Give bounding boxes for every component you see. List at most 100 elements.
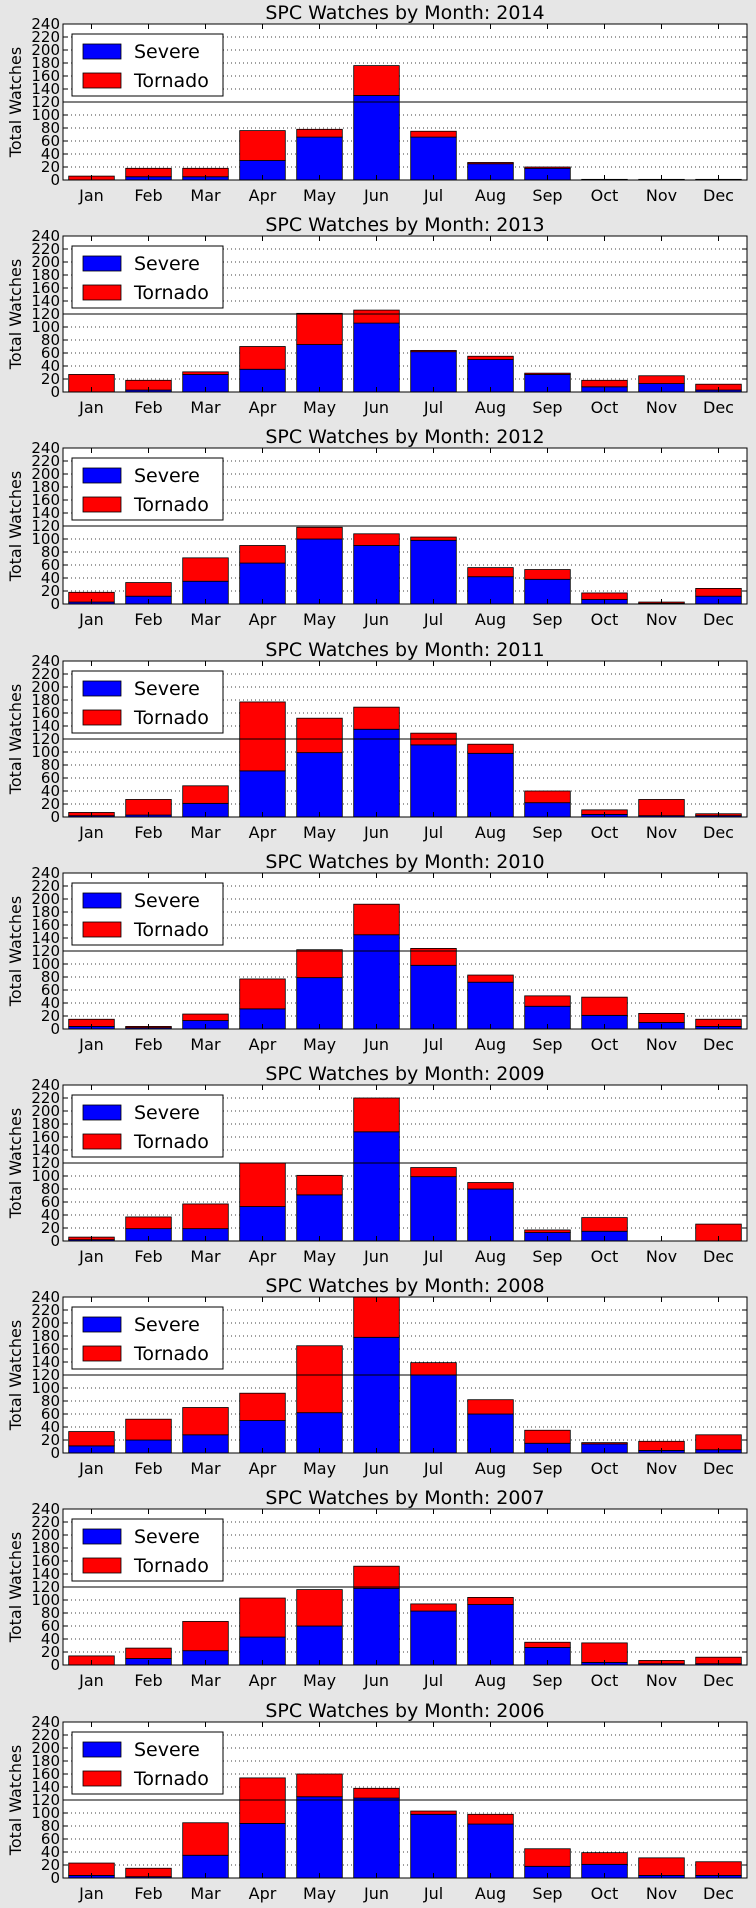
x-tick-label: Feb bbox=[134, 398, 162, 417]
y-tick-label: 0 bbox=[50, 1020, 60, 1038]
bar-tornado bbox=[524, 1641, 571, 1648]
bar-severe bbox=[467, 1823, 514, 1879]
y-tick-label: 140 bbox=[31, 1778, 60, 1796]
bar-tornado bbox=[353, 533, 400, 546]
legend-swatch-tornado bbox=[82, 1345, 122, 1362]
y-tick-label: 40 bbox=[41, 994, 60, 1012]
x-tick-label: Nov bbox=[646, 1671, 677, 1690]
bar-tornado bbox=[524, 995, 571, 1007]
bar-tornado bbox=[581, 1442, 628, 1445]
y-tick-label: 100 bbox=[31, 1804, 60, 1822]
legend-label: Tornado bbox=[133, 707, 209, 729]
y-tick-label: 0 bbox=[50, 1869, 60, 1887]
y-tick-label: 100 bbox=[31, 1591, 60, 1609]
bar-severe bbox=[410, 136, 457, 181]
bar-tornado bbox=[410, 349, 457, 353]
x-tick-label: Sep bbox=[532, 1671, 562, 1690]
bar-tornado bbox=[467, 355, 514, 360]
x-tick-label: Oct bbox=[591, 1459, 619, 1478]
legend-label: Tornado bbox=[133, 494, 209, 516]
x-tick-label: Jul bbox=[423, 1035, 443, 1054]
y-tick-label: 60 bbox=[41, 556, 60, 574]
y-tick-label: 100 bbox=[31, 955, 60, 973]
x-tick-label: Mar bbox=[190, 610, 221, 629]
y-tick-label: 80 bbox=[41, 543, 60, 561]
y-tick-label: 200 bbox=[31, 465, 60, 483]
x-tick-label: Jul bbox=[423, 1459, 443, 1478]
bar-tornado bbox=[410, 1362, 457, 1376]
y-tick-label: 20 bbox=[41, 158, 60, 176]
x-tick-label: Dec bbox=[703, 398, 734, 417]
y-axis-label: Total Watches bbox=[6, 1108, 25, 1219]
legend-label: Severe bbox=[134, 678, 200, 700]
y-tick-label: 240 bbox=[31, 1713, 60, 1731]
y-tick-label: 220 bbox=[31, 1089, 60, 1107]
x-tick-label: Nov bbox=[646, 823, 677, 842]
bar-severe bbox=[296, 977, 343, 1030]
bar-tornado bbox=[182, 1013, 229, 1021]
x-tick-label: Sep bbox=[532, 1459, 562, 1478]
x-tick-label: Jun bbox=[363, 823, 389, 842]
x-tick-label: Aug bbox=[475, 1884, 506, 1903]
bar-tornado bbox=[239, 346, 286, 370]
bar-tornado bbox=[524, 166, 571, 169]
x-tick-label: May bbox=[303, 1884, 336, 1903]
bar-tornado bbox=[524, 1229, 571, 1233]
bar-tornado bbox=[410, 1810, 457, 1815]
y-tick-label: 60 bbox=[41, 344, 60, 362]
x-tick-label: Apr bbox=[249, 1035, 277, 1054]
y-tick-label: 20 bbox=[41, 1643, 60, 1661]
bar-tornado bbox=[581, 1642, 628, 1663]
y-tick-label: 160 bbox=[31, 1552, 60, 1570]
bar-tornado bbox=[524, 1848, 571, 1867]
x-tick-label: Nov bbox=[646, 1247, 677, 1266]
bar-tornado bbox=[467, 1597, 514, 1605]
bar-tornado bbox=[467, 1813, 514, 1825]
x-tick-label: Dec bbox=[703, 1671, 734, 1690]
bar-severe bbox=[353, 728, 400, 818]
y-tick-label: 160 bbox=[31, 491, 60, 509]
bar-severe bbox=[410, 1176, 457, 1242]
y-tick-label: 0 bbox=[50, 171, 60, 189]
y-tick-label: 140 bbox=[31, 717, 60, 735]
x-tick-label: Apr bbox=[249, 1884, 277, 1903]
bar-tornado bbox=[467, 743, 514, 754]
bar-severe bbox=[239, 770, 286, 818]
y-tick-label: 100 bbox=[31, 743, 60, 761]
y-tick-label: 160 bbox=[31, 67, 60, 85]
x-tick-label: Jul bbox=[423, 186, 443, 205]
bar-tornado bbox=[524, 569, 571, 580]
x-tick-label: Nov bbox=[646, 186, 677, 205]
y-tick-label: 220 bbox=[31, 452, 60, 470]
x-tick-label: Oct bbox=[591, 1035, 619, 1054]
y-tick-label: 0 bbox=[50, 808, 60, 826]
x-tick-label: Oct bbox=[591, 1884, 619, 1903]
y-tick-label: 180 bbox=[31, 1752, 60, 1770]
x-tick-label: Jun bbox=[363, 1247, 389, 1266]
y-tick-label: 60 bbox=[41, 769, 60, 787]
bar-severe bbox=[296, 136, 343, 181]
bar-tornado bbox=[410, 130, 457, 138]
bar-severe bbox=[353, 1797, 400, 1879]
bar-tornado bbox=[239, 1777, 286, 1824]
legend-label: Severe bbox=[134, 465, 200, 487]
x-tick-label: May bbox=[303, 1035, 336, 1054]
y-tick-label: 40 bbox=[41, 145, 60, 163]
bar-tornado bbox=[296, 312, 343, 345]
y-tick-label: 240 bbox=[31, 227, 60, 245]
bar-tornado bbox=[467, 567, 514, 578]
bar-tornado bbox=[182, 1203, 229, 1230]
x-tick-label: Jul bbox=[423, 1247, 443, 1266]
bar-tornado bbox=[524, 1429, 571, 1444]
bar-severe bbox=[410, 1813, 457, 1879]
y-tick-label: 140 bbox=[31, 1353, 60, 1371]
x-tick-label: Sep bbox=[532, 1035, 562, 1054]
legend-label: Tornado bbox=[133, 1768, 209, 1790]
x-tick-label: Jan bbox=[78, 1247, 104, 1266]
y-tick-label: 0 bbox=[50, 1232, 60, 1250]
y-tick-label: 180 bbox=[31, 691, 60, 709]
